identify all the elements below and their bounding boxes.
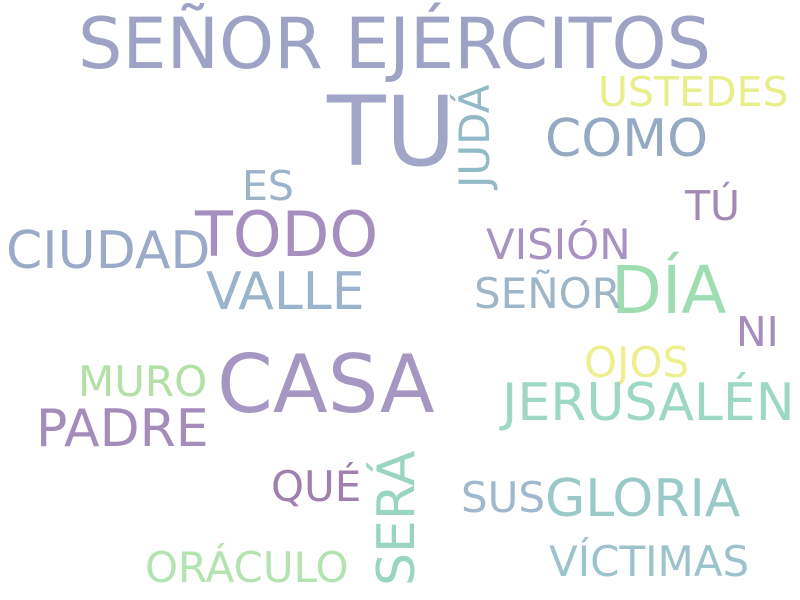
- word-muro: MURO: [78, 357, 208, 406]
- word-padre: PADRE: [36, 399, 209, 459]
- word-victimas: VÍCTIMAS: [549, 537, 750, 586]
- word-valle: VALLE: [206, 262, 365, 322]
- word-dia: DÍA: [611, 252, 727, 329]
- word-juda: JUDÁ: [450, 84, 499, 188]
- word-es: ES: [242, 162, 294, 210]
- word-senor: SEÑOR: [474, 269, 621, 318]
- word-vision: VISIÓN: [486, 220, 631, 269]
- word-tu: TU: [327, 76, 456, 188]
- word-gloria: GLORIA: [545, 469, 741, 529]
- word-ustedes: USTEDES: [598, 68, 789, 116]
- word-sus: SUS: [461, 473, 546, 522]
- word-sera: SERÁ: [367, 450, 427, 586]
- word-jerusalen: JERUSALÉN: [502, 373, 795, 433]
- word-tu-accent: TÚ: [685, 182, 741, 230]
- word-oraculo: ORÁCULO: [145, 543, 349, 592]
- word-senor-ejercitos: SEÑOR EJÉRCITOS: [78, 3, 712, 85]
- word-casa: CASA: [217, 338, 435, 431]
- word-como: COMO: [545, 109, 709, 169]
- word-ciudad: CIUDAD: [6, 221, 211, 281]
- word-todo: TODO: [195, 198, 379, 271]
- word-que: QUÉ: [271, 462, 362, 511]
- word-ojos: OJOS: [584, 338, 690, 387]
- word-ni: NI: [736, 308, 779, 356]
